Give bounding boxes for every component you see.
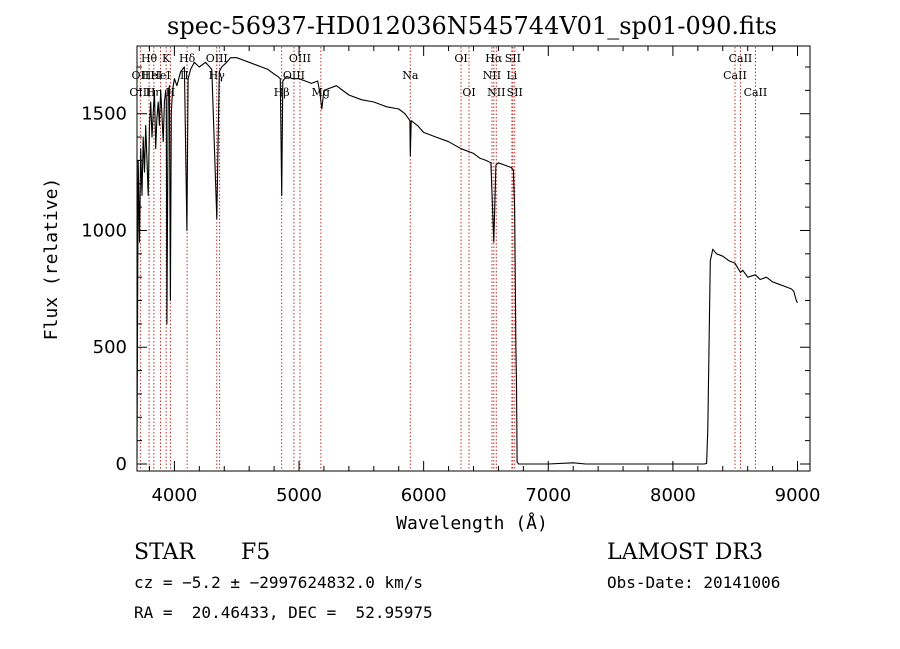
x-tick-label-4000: 4000 xyxy=(151,485,197,506)
y-tick-label-0: 0 xyxy=(116,454,127,475)
line-annotations: HθOIIOIIIHeIHηKHeIHHδIIOIIIHγHβOIIIOIIIM… xyxy=(129,52,767,99)
line-annotation-10: OIII xyxy=(206,52,228,65)
object-class: STAR xyxy=(134,540,195,565)
coordinates-readout: RA = 20.46433, DEC = 52.95975 xyxy=(134,603,433,622)
line-annotation-25: CaII xyxy=(729,52,753,65)
line-annotation-20: SII xyxy=(505,52,521,65)
line-annotation-6: HeI xyxy=(150,69,170,82)
y-tick-label-1000: 1000 xyxy=(81,220,127,241)
line-annotation-27: CaII xyxy=(744,86,768,99)
x-axis: 4000 5000 6000 7000 8000 9000 xyxy=(148,46,821,506)
line-annotation-1: OII xyxy=(132,69,150,82)
line-annotation-19: Hα xyxy=(485,52,503,65)
x-axis-label: Wavelength (Å) xyxy=(396,512,548,534)
line-annotation-26: CaII xyxy=(723,69,747,82)
object-subclass: F5 xyxy=(241,540,271,565)
line-annotation-8: Hδ xyxy=(179,52,196,65)
line-annotation-12: Hβ xyxy=(274,86,290,99)
line-annotation-11: Hγ xyxy=(209,69,226,82)
y-axis-label: Flux (relative) xyxy=(41,178,62,341)
line-markers xyxy=(139,47,756,470)
line-annotation-5: K xyxy=(162,52,171,65)
line-annotation-13: OIII xyxy=(289,52,311,65)
line-annotation-23: NII xyxy=(487,86,505,99)
redshift-readout: cz = −5.2 ± −2997624832.0 km/s xyxy=(134,573,423,592)
x-tick-label-8000: 8000 xyxy=(650,485,696,506)
plot-frame xyxy=(136,45,811,472)
line-annotation-3: HeI xyxy=(142,69,162,82)
y-axis: 0 500 1000 1500 xyxy=(81,66,810,475)
spectrum-line xyxy=(136,57,798,465)
line-annotation-2: OIII xyxy=(129,86,151,99)
line-annotation-22: Li xyxy=(506,69,517,82)
x-tick-label-5000: 5000 xyxy=(276,485,322,506)
y-tick-label-500: 500 xyxy=(93,337,127,358)
y-tick-label-1500: 1500 xyxy=(81,104,127,125)
line-annotation-16: Na xyxy=(402,69,419,82)
line-annotation-24: SII xyxy=(507,86,523,99)
line-annotation-18: OI xyxy=(462,86,475,99)
line-annotation-17: OI xyxy=(454,52,467,65)
x-tick-label-6000: 6000 xyxy=(401,485,447,506)
x-tick-label-9000: 9000 xyxy=(775,485,821,506)
line-annotation-7: H xyxy=(166,86,176,99)
line-annotation-0: Hθ xyxy=(141,52,158,65)
line-annotation-21: NII xyxy=(483,69,501,82)
x-tick-label-7000: 7000 xyxy=(525,485,571,506)
spectrum-series xyxy=(136,57,798,465)
survey-name: LAMOST DR3 xyxy=(607,540,763,565)
chart-title: spec-56937-HD012036N545744V01_sp01-090.f… xyxy=(167,12,777,40)
observation-date: Obs-Date: 20141006 xyxy=(607,573,781,592)
